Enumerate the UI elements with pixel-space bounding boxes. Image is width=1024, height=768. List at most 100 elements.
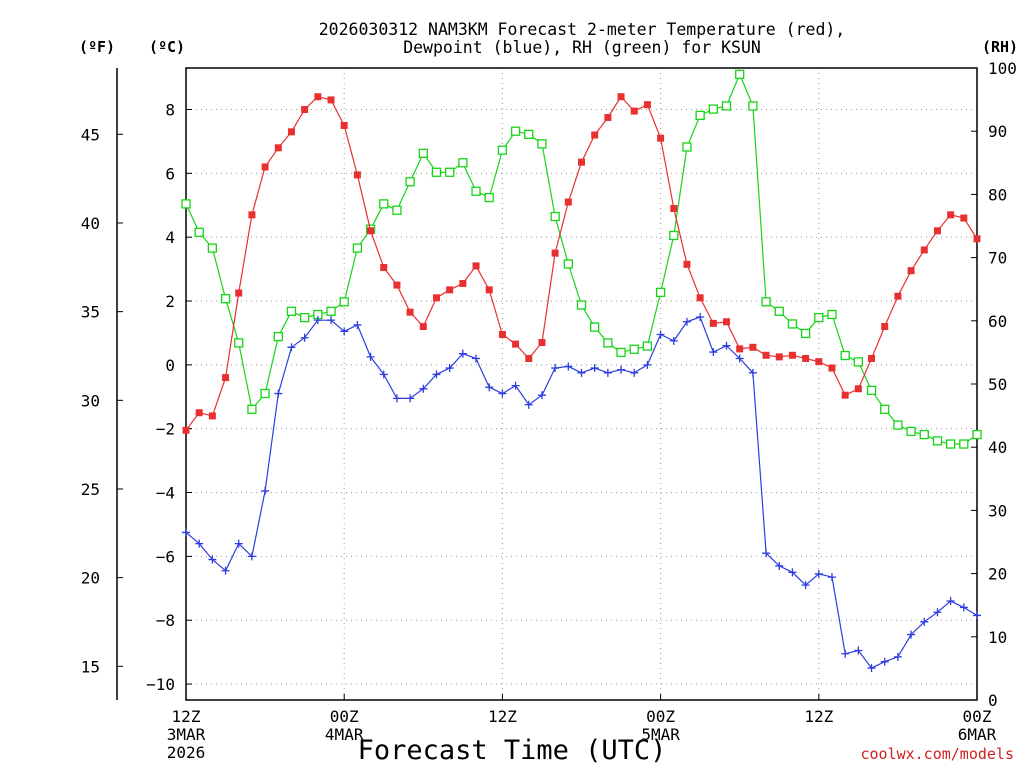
- rh-point: [787, 319, 798, 329]
- temperature-point: [828, 364, 836, 372]
- rh-point: [590, 322, 600, 332]
- rh-tick-label: 60: [988, 312, 1007, 331]
- dewpoint-point: [287, 343, 296, 352]
- dewpoint-point: [195, 539, 204, 548]
- rh-point: [655, 287, 666, 298]
- temperature-point: [841, 391, 849, 399]
- dewpoint-point: [762, 549, 771, 558]
- dewpoint-point: [643, 360, 652, 369]
- rh-tick-label: 30: [988, 501, 1007, 520]
- rh-tick-label: 70: [988, 249, 1007, 268]
- rh-point: [339, 297, 349, 307]
- dewpoint-point: [946, 597, 955, 606]
- temperature-point: [525, 354, 533, 362]
- dewpoint-point: [406, 394, 415, 403]
- dewpoint-point: [630, 368, 639, 377]
- x-axis-title: Forecast Time (UTC): [358, 735, 667, 766]
- dewpoint-point: [577, 368, 586, 377]
- dewpoint-point: [247, 552, 256, 561]
- x-tick-date-label: 4MAR: [325, 725, 364, 744]
- chart-title-line2: Dewpoint (blue), RH (green) for KSUN: [403, 38, 761, 57]
- temperature-point: [696, 294, 704, 302]
- temperature-point: [564, 198, 572, 206]
- rh-point: [735, 69, 745, 79]
- dewpoint-point: [907, 630, 916, 639]
- dewpoint-point: [854, 646, 863, 655]
- fahrenheit-tick-label: 20: [81, 569, 100, 588]
- temperature-point: [446, 286, 454, 294]
- rh-point: [827, 309, 837, 320]
- celsius-tick-label: −8: [156, 611, 175, 630]
- dewpoint-point: [472, 354, 481, 363]
- rh-tick-label: 50: [988, 375, 1007, 394]
- dewpoint-point: [524, 400, 533, 409]
- x-tick-date-label: 5MAR: [641, 725, 680, 744]
- temperature-point: [393, 281, 401, 289]
- celsius-tick-label: 8: [165, 100, 175, 119]
- rh-point: [181, 199, 191, 209]
- fahrenheit-tick-label: 35: [81, 303, 100, 322]
- rh-point: [234, 338, 244, 348]
- temperature-point: [591, 131, 599, 139]
- rh-point: [959, 439, 969, 449]
- dewpoint-point: [327, 316, 336, 325]
- dewpoint-point: [801, 581, 810, 590]
- dewpoint-point: [340, 327, 349, 336]
- rh-point: [853, 357, 863, 367]
- temperature-point: [894, 292, 902, 300]
- rh-point: [484, 192, 494, 203]
- rh-point: [273, 331, 283, 342]
- rh-point: [326, 306, 336, 316]
- rh-point: [576, 300, 587, 310]
- rh-point: [418, 148, 428, 158]
- x-tick-label: 00Z: [963, 707, 992, 726]
- rh-point: [932, 436, 943, 446]
- x-tick-label: 00Z: [330, 707, 359, 726]
- dewpoint-point: [682, 317, 691, 326]
- celsius-tick-label: 6: [165, 164, 175, 183]
- x-tick-date-label: 3MAR: [167, 725, 206, 744]
- dewpoint-point: [432, 370, 441, 379]
- rh-point: [220, 294, 231, 304]
- rh-point: [893, 420, 903, 430]
- rh-point: [603, 338, 613, 348]
- rh-tick-label: 90: [988, 122, 1007, 141]
- dewpoint-point: [959, 603, 968, 612]
- dewpoint-point: [709, 348, 718, 357]
- dewpoint-point: [353, 320, 362, 329]
- dewpoint-point: [551, 364, 560, 373]
- rh-point: [972, 429, 982, 440]
- dewpoint-point: [617, 365, 626, 374]
- fahrenheit-tick-label: 45: [81, 125, 100, 144]
- rh-point: [563, 259, 573, 269]
- rh-point: [510, 126, 521, 136]
- temperature-point: [617, 93, 625, 101]
- rh-point: [616, 347, 626, 358]
- temperature-point: [920, 246, 928, 254]
- temperature-point: [485, 286, 493, 294]
- rh-point: [379, 199, 389, 209]
- rh-tick-label: 40: [988, 438, 1007, 457]
- rh-tick-label: 10: [988, 628, 1007, 647]
- rh-point: [392, 205, 402, 215]
- celsius-tick-label: −6: [156, 547, 175, 566]
- dewpoint-point: [748, 368, 757, 377]
- rh-unit-label: (RH): [982, 38, 1018, 56]
- rh-point: [774, 306, 784, 316]
- dewpoint-point: [564, 362, 573, 371]
- celsius-tick-label: −4: [156, 484, 175, 503]
- x-tick-date-label: 6MAR: [958, 725, 997, 744]
- rh-point: [695, 110, 705, 121]
- rh-point: [814, 312, 824, 323]
- dewpoint-point: [867, 664, 876, 673]
- temperature-point: [287, 128, 295, 136]
- dewpoint-point: [379, 370, 388, 379]
- x-tick-label: 12Z: [488, 707, 517, 726]
- temperature-point: [498, 331, 506, 339]
- fahrenheit-unit-label: (ºF): [79, 38, 115, 56]
- rh-point: [550, 211, 560, 222]
- rh-point: [286, 306, 297, 316]
- rh-point: [721, 101, 732, 111]
- rh-point: [405, 177, 415, 187]
